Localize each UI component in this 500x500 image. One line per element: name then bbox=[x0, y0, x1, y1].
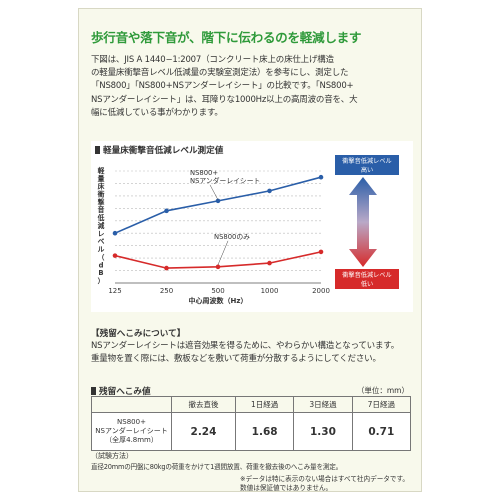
intro-text: 下図は、JIS A 1440−1:2007（コンクリート床上の床仕上げ構造 の軽… bbox=[91, 54, 413, 120]
intro-line: の軽量床衝撃音レベル低減量の実験室測定法）を参考にし、測定した bbox=[91, 68, 349, 79]
data-point bbox=[112, 253, 118, 258]
x-tick-label: 500 bbox=[211, 287, 224, 295]
y-axis-label-char: 量 bbox=[98, 174, 105, 183]
y-axis-label-char: 軽 bbox=[98, 166, 105, 175]
residual-line: NSアンダーレイシートは遮音効果を得るために、やわらかい構造となっています。 bbox=[91, 341, 400, 351]
residual-line: 重量物を置く際には、敷板などを敷いて荷重が分散するようにしてください。 bbox=[91, 354, 381, 365]
data-point bbox=[215, 264, 221, 270]
intro-line: NSアンダーレイシート」は、耳障りな1000Hz以上の高周波の音を、大 bbox=[91, 94, 358, 105]
series-label: NSアンダーレイシート bbox=[190, 176, 260, 185]
x-tick-label: 2000 bbox=[312, 287, 330, 295]
low-label-box bbox=[335, 269, 399, 289]
row-label-line: NS800+ bbox=[117, 418, 146, 426]
y-axis-label-char: 衝 bbox=[97, 190, 105, 199]
product-info-card: 歩行音や落下音が、階下に伝わるのを軽減します 下図は、JIS A 1440−1:… bbox=[78, 8, 422, 492]
intro-line: 「NS800」「NS800+NSアンダーレイシート」の比較です。「NS800+ bbox=[91, 81, 354, 92]
sound-reduction-chart: 軽量床衝撃音低減レベル測定値 125 250 500 1000 2000 中心周波数（Hz… bbox=[91, 141, 413, 312]
table-header-cell: 撤去直後 bbox=[171, 396, 236, 413]
high-label: 衝撃音低減レベル bbox=[342, 157, 392, 165]
intro-line: 下図は、JIS A 1440−1:2007（コンクリート床上の床仕上げ構造 bbox=[91, 55, 334, 65]
unit-label: （単位：mm） bbox=[356, 386, 409, 395]
row-label: NS800+ NSアンダーレイシート （全厚4.8mm） bbox=[91, 412, 172, 451]
page-title: 歩行音や落下音が、階下に伝わるのを軽減します bbox=[91, 30, 362, 45]
data-point bbox=[164, 265, 169, 271]
table-cell: 1.30 bbox=[293, 412, 353, 451]
y-axis-label-char: （ bbox=[98, 253, 105, 261]
residual-dent-table: 撤去直後 1日経過 3日経過 7日経過 NS800+ NSアンダーレイシート （… bbox=[91, 396, 412, 451]
y-axis-label-char: 撃 bbox=[98, 197, 105, 206]
x-tick-label: 1000 bbox=[261, 287, 279, 295]
residual-table-title: 残留へこみ値 bbox=[91, 385, 151, 397]
series-label: NS800+ bbox=[190, 169, 218, 177]
table-header-cell: 1日経過 bbox=[234, 396, 295, 413]
series-line bbox=[114, 176, 322, 234]
test-method-text: 直径20mmの円盤に80kgの荷重をかけて1週間放置、荷重を撤去後のへこみ量を測… bbox=[91, 463, 343, 471]
residual-text: NSアンダーレイシートは遮音効果を得るために、やわらかい構造となっています。 重… bbox=[91, 340, 413, 366]
footnote: 数値は保証値ではありません。 bbox=[240, 484, 333, 492]
table-header-cell bbox=[91, 396, 172, 413]
footnote: ※データは特に表示のない場合はすべて社内データです。 bbox=[240, 475, 409, 483]
y-axis-label-char: 低 bbox=[97, 213, 105, 222]
footnotes: ※データは特に表示のない場合はすべて社内データです。 数値は保証値ではありません… bbox=[240, 475, 409, 493]
y-axis-label-char: 減 bbox=[98, 221, 105, 230]
double-arrow-icon bbox=[349, 177, 377, 267]
intro-line: 幅に低減している事がわかります。 bbox=[91, 107, 223, 118]
data-point bbox=[112, 230, 118, 236]
data-point bbox=[164, 208, 169, 214]
y-axis-label-char: 床 bbox=[98, 182, 105, 191]
data-point bbox=[267, 188, 272, 194]
data-point bbox=[318, 174, 324, 180]
table-header-cell: 7日経過 bbox=[351, 396, 412, 413]
series-label: NS800のみ bbox=[214, 233, 250, 241]
data-point bbox=[215, 198, 221, 204]
y-axis-label-char: 音 bbox=[98, 205, 105, 214]
table-cell: 1.68 bbox=[234, 412, 295, 451]
data-point bbox=[318, 249, 324, 255]
high-value: 高い bbox=[361, 166, 373, 174]
x-tick-label: 250 bbox=[160, 287, 173, 295]
residual-section-title: 残留へこみについて bbox=[91, 327, 185, 339]
chart-svg: 125 250 500 1000 2000中心周波数（Hz）軽量床衝撃音低減レベル（dB… bbox=[97, 155, 399, 305]
y-axis-label-char: ） bbox=[98, 277, 105, 285]
low-label: 衝撃音低減レベル bbox=[342, 271, 392, 279]
test-method-title: （試験方法） bbox=[91, 452, 133, 460]
leader-line bbox=[217, 240, 229, 265]
table-header-row: 撤去直後 1日経過 3日経過 7日経過 bbox=[91, 396, 412, 413]
table-header-cell: 3日経過 bbox=[293, 396, 353, 413]
row-label-line: NSアンダーレイシート bbox=[95, 427, 168, 435]
x-tick-label: 125 bbox=[108, 287, 121, 295]
high-label-box bbox=[335, 155, 399, 175]
y-axis-label-char: ル bbox=[98, 246, 105, 254]
low-value: 低い bbox=[361, 280, 373, 288]
x-axis-label: 中心周波数（Hz） bbox=[189, 296, 248, 305]
table-cell: 2.24 bbox=[171, 412, 236, 451]
table-cell: 0.71 bbox=[351, 412, 412, 451]
data-point bbox=[267, 260, 272, 266]
table-row: NS800+ NSアンダーレイシート （全厚4.8mm） 2.24 1.68 1… bbox=[91, 412, 412, 451]
row-label-line: （全厚4.8mm） bbox=[105, 436, 158, 444]
y-axis-label-char: B bbox=[98, 269, 103, 277]
y-axis-label-char: d bbox=[99, 261, 104, 269]
leader-line bbox=[209, 184, 219, 200]
chart-title: 軽量床衝撃音低減レベル測定値 bbox=[95, 144, 223, 156]
y-axis-label-char: レ bbox=[98, 230, 105, 238]
y-axis-label-char: ベ bbox=[98, 238, 105, 246]
